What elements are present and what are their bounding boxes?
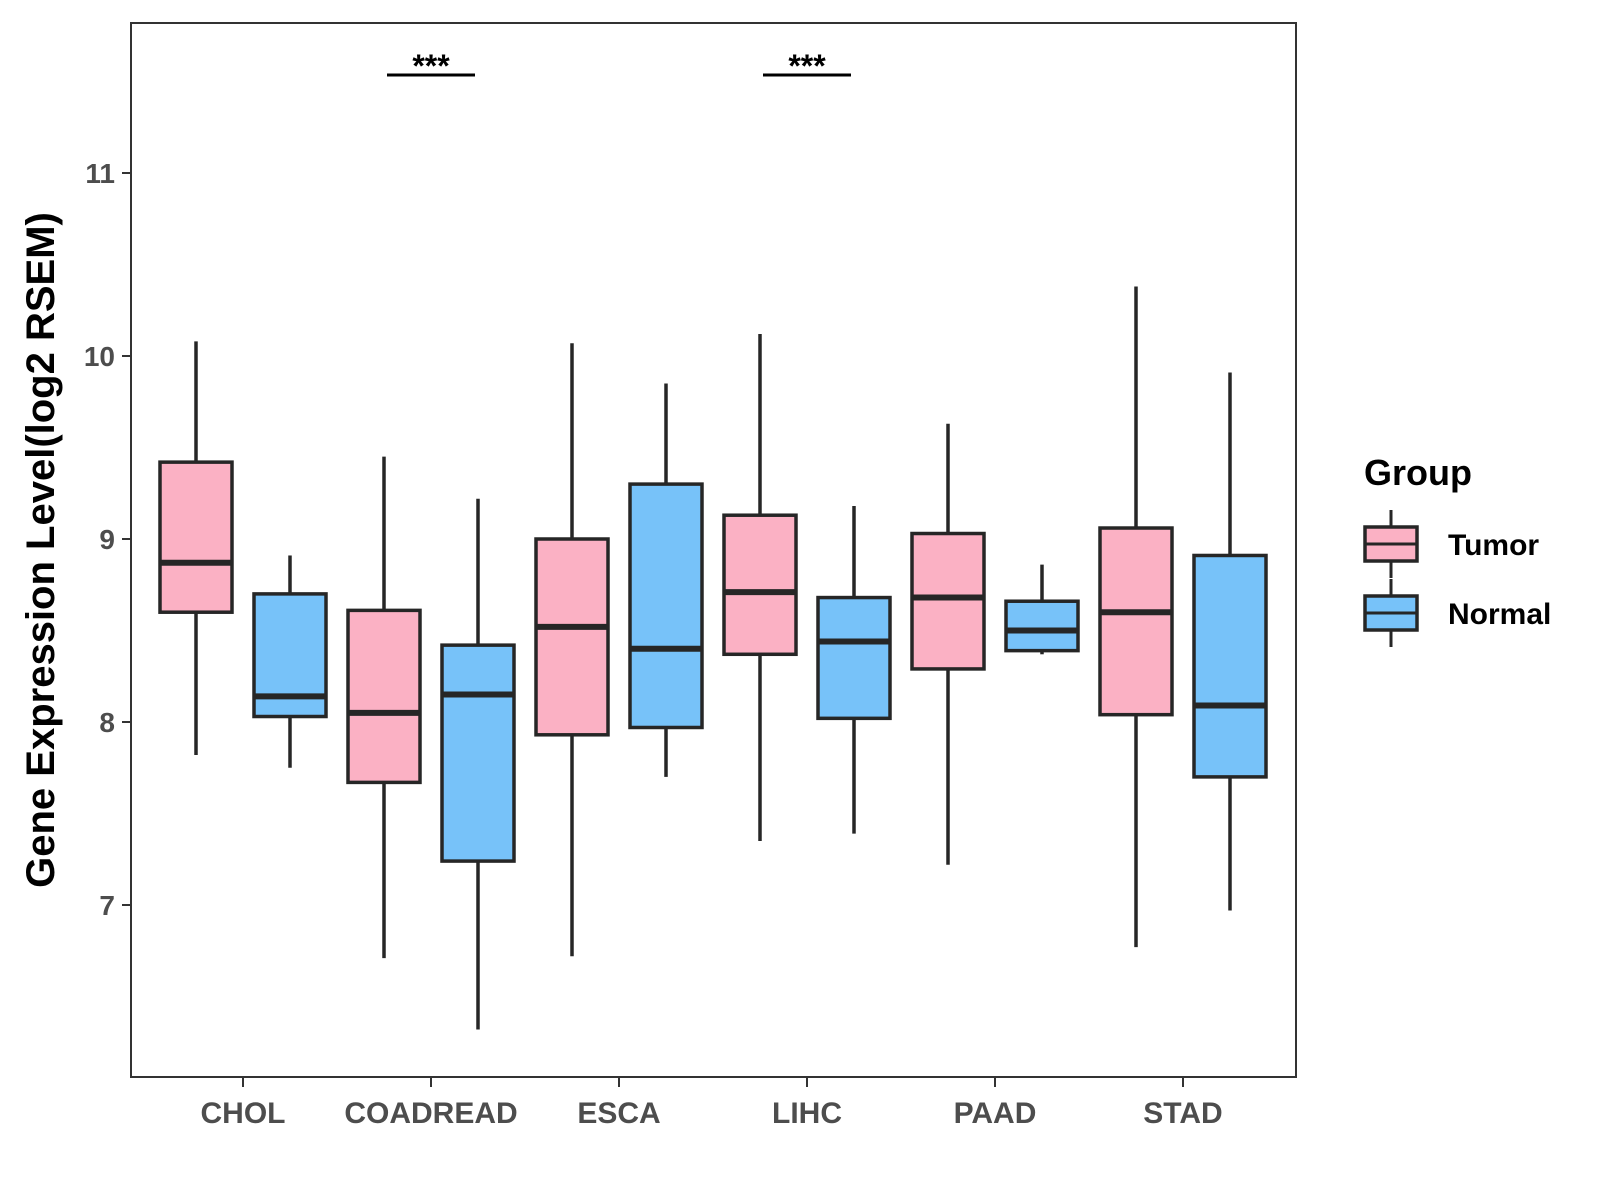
iqr-box <box>534 537 610 737</box>
iqr-box <box>816 595 892 721</box>
x-tick-label: LIHC <box>772 1097 842 1130</box>
iqr-box <box>910 531 986 671</box>
box-normal-lihc <box>816 506 892 834</box>
iqr-box <box>440 643 516 863</box>
box-tumor-chol <box>158 341 234 755</box>
iqr-box <box>346 608 422 785</box>
box-normal-coadread <box>440 498 516 1030</box>
x-tick-label: ESCA <box>577 1097 660 1130</box>
legend-label: Normal <box>1448 598 1551 631</box>
iqr-box <box>1192 553 1268 779</box>
y-tick-label: 7 <box>99 890 115 921</box>
iqr-box <box>628 482 704 730</box>
x-tick-label: PAAD <box>954 1097 1037 1130</box>
legend-entry-normal: Normal <box>1363 579 1551 647</box>
box-normal-stad <box>1192 372 1268 911</box>
iqr-box <box>1098 526 1174 717</box>
y-tick-label: 8 <box>99 707 115 738</box>
y-axis-title: Gene Expression Level(log2 RSEM) <box>19 212 63 888</box>
y-axis: 7 8 9 10 11 <box>84 158 131 921</box>
legend-label: Tumor <box>1448 529 1539 562</box>
x-tick-label: STAD <box>1143 1097 1222 1130</box>
box-normal-esca <box>628 383 704 777</box>
iqr-box <box>158 460 234 614</box>
legend-title: Group <box>1364 452 1472 493</box>
box-series <box>158 286 1268 1030</box>
box-tumor-lihc <box>722 334 798 841</box>
box-normal-paad <box>1004 564 1080 655</box>
box-tumor-esca <box>534 343 610 957</box>
iqr-box <box>1004 599 1080 653</box>
iqr-box <box>722 513 798 657</box>
box-tumor-coadread <box>346 456 422 959</box>
box-tumor-stad <box>1098 286 1174 948</box>
x-axis: CHOL COADREAD ESCA LIHC PAAD STAD <box>201 1077 1223 1130</box>
y-tick-label: 9 <box>99 524 115 555</box>
plot-panel <box>130 22 1297 1078</box>
significance-label: *** <box>788 48 826 84</box>
legend: Group Tumor Normal <box>1363 452 1551 647</box>
y-tick-label: 11 <box>85 158 115 189</box>
box-tumor-paad <box>910 423 986 865</box>
significance-label: *** <box>412 48 450 84</box>
x-tick-label: CHOL <box>201 1097 286 1130</box>
x-tick-label: COADREAD <box>344 1097 517 1130</box>
y-tick-label: 10 <box>84 341 115 372</box>
box-normal-chol <box>252 555 328 768</box>
significance-annotations: *** *** <box>387 48 851 84</box>
legend-entry-tumor: Tumor <box>1363 510 1539 578</box>
